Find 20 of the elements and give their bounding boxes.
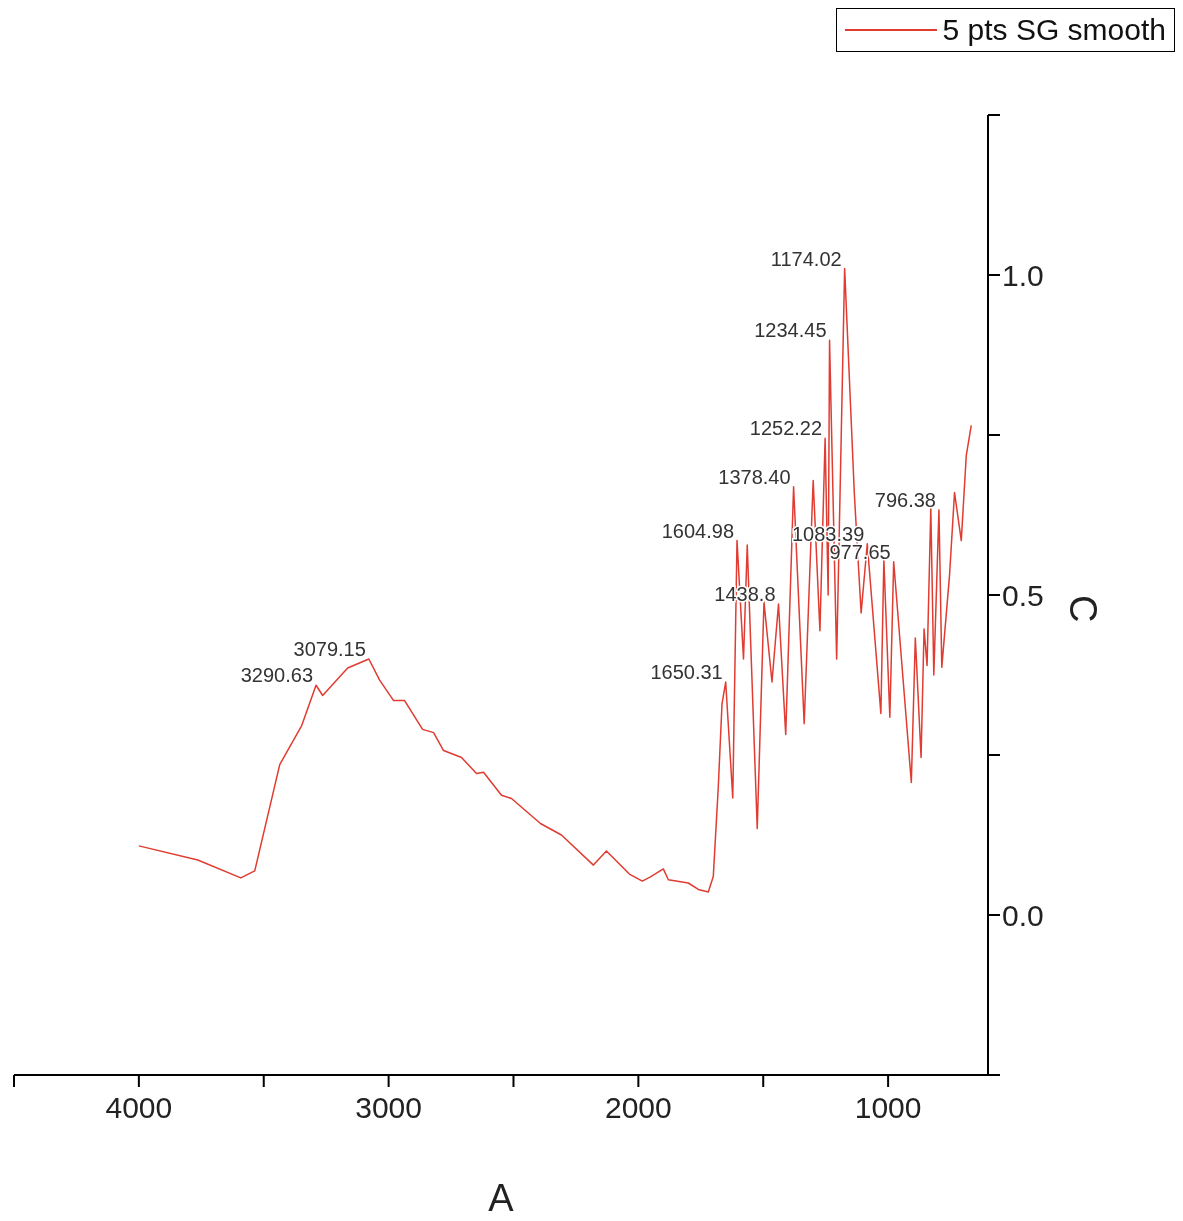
x-tick-label: 2000 [604, 1091, 672, 1125]
annotation: 1604.98 [661, 519, 735, 542]
annotation: 1234.45 [754, 319, 827, 342]
annotation: 3079.15 [293, 638, 366, 660]
annotation: 1378.40 [718, 465, 791, 488]
legend-label: 5 pts SG smooth [942, 13, 1166, 47]
annotation: 3290.63 [240, 664, 314, 687]
x-axis-title: A [488, 1177, 515, 1219]
y-tick-label: 1.0 [1002, 258, 1044, 292]
x-tick-label: 3000 [355, 1091, 422, 1125]
y-tick-label: 0.5 [1002, 578, 1044, 612]
annotation: 796.38 [874, 488, 936, 511]
y-axis-title: C [1061, 595, 1104, 623]
annotation: 1650.31 [650, 661, 723, 684]
x-tick-label: 1000 [854, 1091, 922, 1125]
y-tick-label: 0.0 [1002, 898, 1044, 932]
annotation: 1174.02 [770, 247, 842, 270]
line-series [138, 267, 973, 893]
x-tick-label: 4000 [105, 1091, 173, 1125]
annotation: 1252.22 [749, 417, 823, 440]
